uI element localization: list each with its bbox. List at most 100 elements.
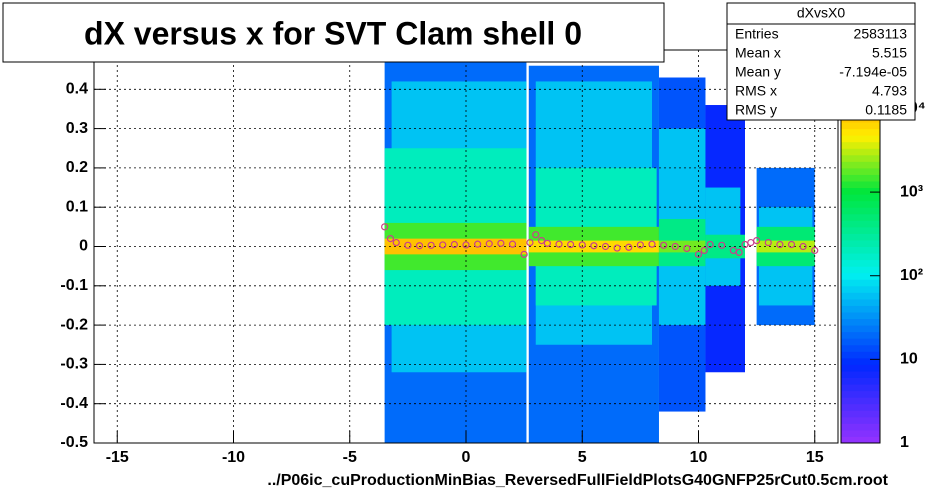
palette-swatch	[841, 233, 880, 241]
stats-label: RMS x	[735, 83, 777, 99]
profile-point	[764, 238, 772, 247]
y-tick-label: -0.1	[60, 277, 88, 294]
y-tick-label: -0.2	[60, 316, 88, 333]
y-tick-label: -0.3	[60, 356, 88, 373]
profile-point	[462, 241, 470, 249]
profile-point	[613, 244, 621, 252]
stats-name: dXvsX0	[797, 5, 845, 21]
profile-point	[648, 240, 656, 248]
profile-point	[543, 239, 551, 247]
profile-point	[700, 246, 708, 255]
palette-swatch	[841, 331, 880, 339]
profile-point	[578, 241, 586, 249]
stats-value: 0.1185	[865, 102, 907, 118]
stats-value: -7.194e-05	[839, 64, 907, 80]
profile-point	[601, 242, 610, 251]
palette-swatch	[841, 429, 880, 437]
palette-swatch	[841, 128, 880, 136]
profile-point	[799, 242, 807, 251]
profile-point	[625, 243, 633, 251]
profile-point	[537, 237, 546, 245]
y-tick-label: -0.5	[60, 434, 88, 451]
profile-point	[404, 241, 412, 249]
profile-point	[660, 241, 668, 249]
x-tick-label: 0	[462, 449, 471, 466]
palette-swatch	[841, 148, 880, 156]
profile-point	[439, 241, 447, 249]
x-tick-label: -15	[106, 449, 129, 466]
palette-swatch	[841, 226, 880, 234]
palette-swatch	[841, 416, 880, 424]
palette-swatch	[841, 259, 880, 267]
stats-value: 5.515	[872, 45, 907, 61]
profile-point	[497, 239, 505, 247]
profile-point	[450, 240, 458, 249]
profile-point	[392, 238, 400, 247]
heatmap-cell	[528, 240, 659, 253]
x-tick-label: -10	[222, 449, 245, 466]
profile-point	[718, 241, 726, 249]
x-tick-label: 5	[578, 449, 587, 466]
palette-swatch	[841, 436, 880, 444]
profile-point	[415, 242, 424, 250]
z-tick-label: 10³	[900, 183, 923, 200]
palette-swatch	[841, 253, 880, 261]
palette-swatch	[841, 403, 880, 411]
y-tick-label: 0.1	[66, 198, 88, 215]
heatmap-cell	[658, 240, 706, 253]
profile-point	[753, 237, 761, 245]
y-tick-label: 0	[79, 238, 88, 255]
profile-point	[520, 250, 528, 258]
palette-swatch	[841, 357, 880, 365]
stats-box	[726, 2, 916, 121]
profile-point	[776, 240, 784, 249]
x-tick-label: -5	[343, 449, 357, 466]
profile-point	[735, 248, 743, 256]
palette-swatch	[841, 213, 880, 221]
profile-point	[811, 246, 819, 255]
z-tick-label: 1	[900, 434, 909, 451]
palette-swatch	[841, 174, 880, 182]
palette-swatch	[841, 200, 880, 208]
x-axis-label: ../P06ic_cuProductionMinBias_ReversedFul…	[267, 472, 888, 489]
stats-value: 2583113	[854, 26, 908, 42]
palette-swatch	[841, 122, 880, 130]
z-tick-label: 10	[900, 351, 918, 368]
palette-swatch	[841, 370, 880, 378]
palette-swatch	[841, 384, 880, 392]
profile-point	[485, 240, 493, 248]
palette-swatch	[841, 410, 880, 418]
profile-point	[706, 240, 714, 249]
x-tick-label: 10	[690, 449, 708, 466]
profile-point	[526, 238, 534, 247]
palette-swatch	[841, 285, 880, 293]
palette-swatch	[841, 246, 880, 254]
profile-point	[474, 240, 482, 248]
y-tick-label: 0.2	[66, 159, 88, 176]
palette-swatch	[841, 266, 880, 274]
profile-point	[508, 240, 517, 248]
profile-point	[590, 242, 598, 250]
palette-swatch	[841, 390, 880, 398]
stats-label: Entries	[735, 26, 779, 42]
z-tick-label: 10²	[900, 267, 923, 284]
palette-swatch	[841, 272, 880, 280]
palette-swatch	[841, 298, 880, 306]
palette-swatch	[841, 181, 880, 189]
palette-swatch	[841, 135, 880, 143]
y-tick-label: 0.4	[66, 81, 88, 98]
palette-swatch	[841, 161, 880, 169]
profile-point	[386, 235, 395, 243]
palette-swatch	[841, 220, 880, 228]
chart-title: dX versus x for SVT Clam shell 0	[84, 15, 582, 51]
stats-label: RMS y	[735, 102, 777, 118]
palette-swatch	[841, 397, 880, 405]
x-tick-label: 15	[806, 449, 824, 466]
palette-swatch	[841, 364, 880, 372]
palette-swatch	[841, 351, 880, 359]
palette-swatch	[841, 318, 880, 326]
palette-swatch	[841, 279, 880, 287]
title-box	[2, 2, 665, 63]
palette-swatch	[841, 338, 880, 346]
